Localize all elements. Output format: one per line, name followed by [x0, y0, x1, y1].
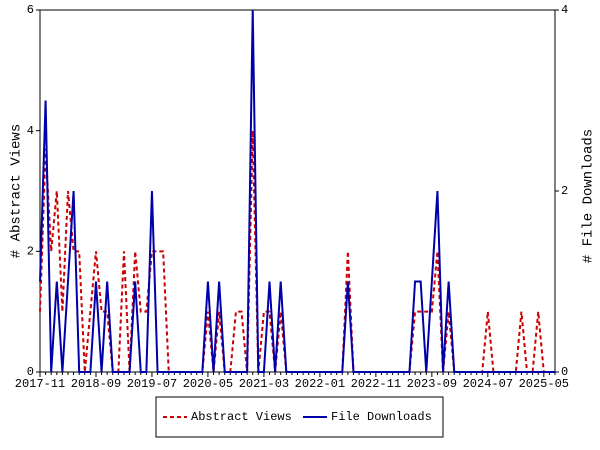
y-tick-label: 4 — [27, 124, 34, 138]
x-tick-label: 2022-01 — [295, 377, 345, 391]
legend-label: File Downloads — [331, 410, 432, 424]
x-tick-label: 2023-09 — [407, 377, 457, 391]
y2-tick-label: 0 — [561, 365, 568, 379]
plot-area — [39, 9, 556, 373]
x-tick-label: 2018-09 — [71, 377, 121, 391]
y-tick-label: 2 — [27, 245, 34, 259]
y-tick-label: 0 — [27, 365, 34, 379]
y2-axis-label: # File Downloads — [581, 129, 597, 263]
legend — [155, 396, 444, 438]
y-tick-label: 6 — [27, 3, 34, 17]
x-tick-label: 2017-11 — [15, 377, 65, 391]
legend-label: Abstract Views — [191, 410, 292, 424]
y2-tick-label: 4 — [561, 3, 568, 17]
x-tick-label: 2019-07 — [127, 377, 177, 391]
y2-tick-label: 2 — [561, 184, 568, 198]
x-tick-label: 2025-05 — [519, 377, 569, 391]
x-tick-label: 2024-07 — [463, 377, 513, 391]
x-tick-label: 2021-03 — [239, 377, 289, 391]
data-line — [39, 9, 555, 373]
x-tick-label: 2022-11 — [351, 377, 401, 391]
y-axis-label: # Abstract Views — [9, 124, 25, 258]
x-tick-label: 2020-05 — [183, 377, 233, 391]
